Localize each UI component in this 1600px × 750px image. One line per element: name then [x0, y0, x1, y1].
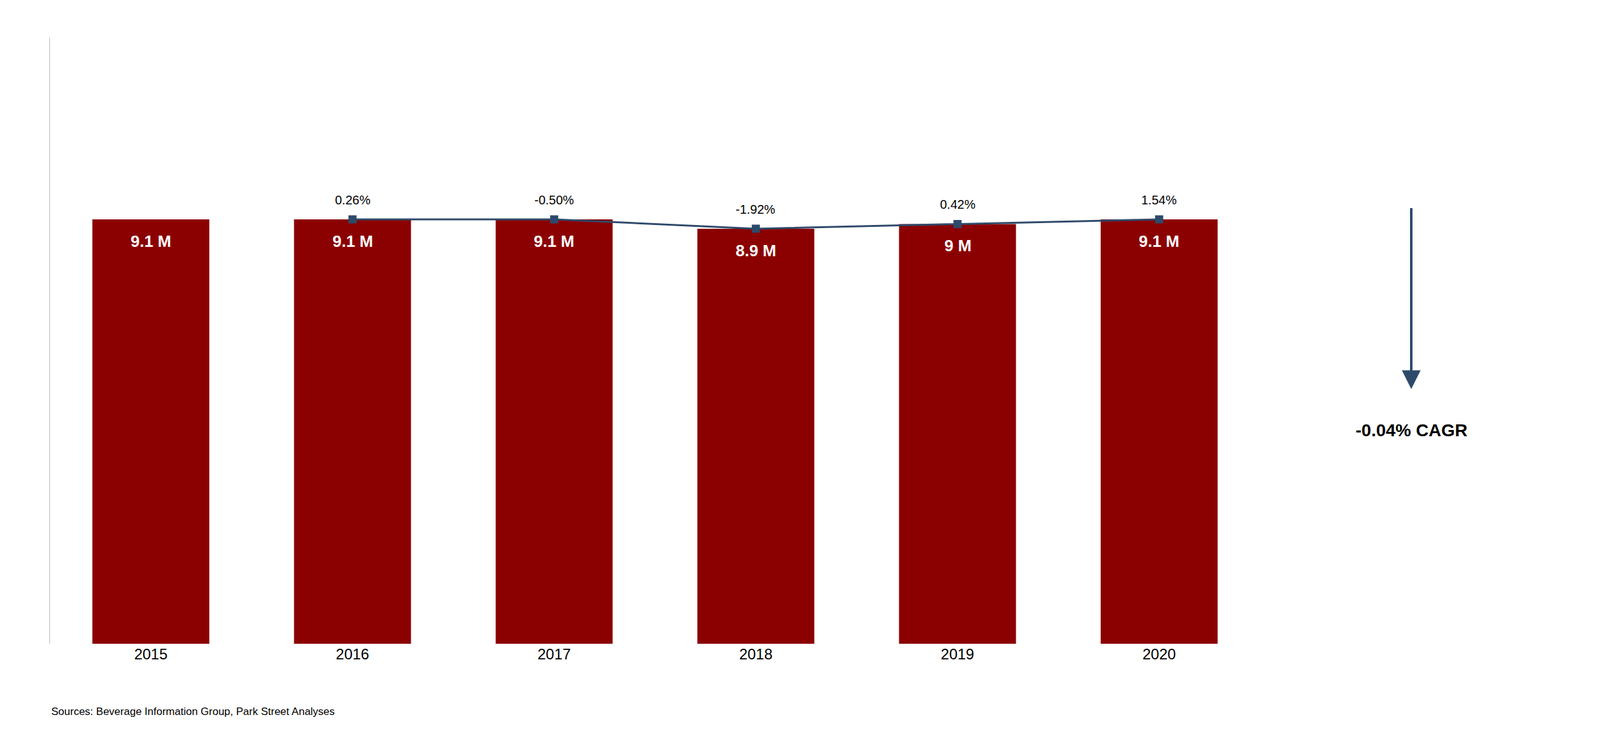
- svg-text:2017: 2017: [537, 645, 571, 663]
- svg-text:2019: 2019: [940, 645, 974, 663]
- svg-text:0.42%: 0.42%: [940, 197, 976, 212]
- svg-text:2020: 2020: [1142, 645, 1176, 663]
- svg-text:2018: 2018: [739, 645, 773, 663]
- svg-text:8.9 M: 8.9 M: [735, 241, 777, 260]
- svg-text:1.54%: 1.54%: [1141, 193, 1177, 207]
- svg-text:2015: 2015: [134, 645, 168, 663]
- svg-text:-0.50%: -0.50%: [534, 193, 575, 207]
- svg-text:-1.92%: -1.92%: [735, 202, 776, 217]
- svg-text:-0.04% CAGR: -0.04% CAGR: [1355, 420, 1468, 440]
- svg-text:9.1 M: 9.1 M: [130, 231, 172, 251]
- svg-text:0.26%: 0.26%: [335, 193, 371, 207]
- svg-text:Sources: Beverage Information: Sources: Beverage Information Group, Par…: [51, 705, 335, 718]
- svg-text:9.1 M: 9.1 M: [533, 231, 575, 251]
- svg-text:9.1 M: 9.1 M: [1138, 231, 1180, 251]
- svg-text:2016: 2016: [335, 645, 369, 663]
- svg-text:9 M: 9 M: [944, 236, 972, 255]
- svg-text:9.1 M: 9.1 M: [332, 231, 374, 251]
